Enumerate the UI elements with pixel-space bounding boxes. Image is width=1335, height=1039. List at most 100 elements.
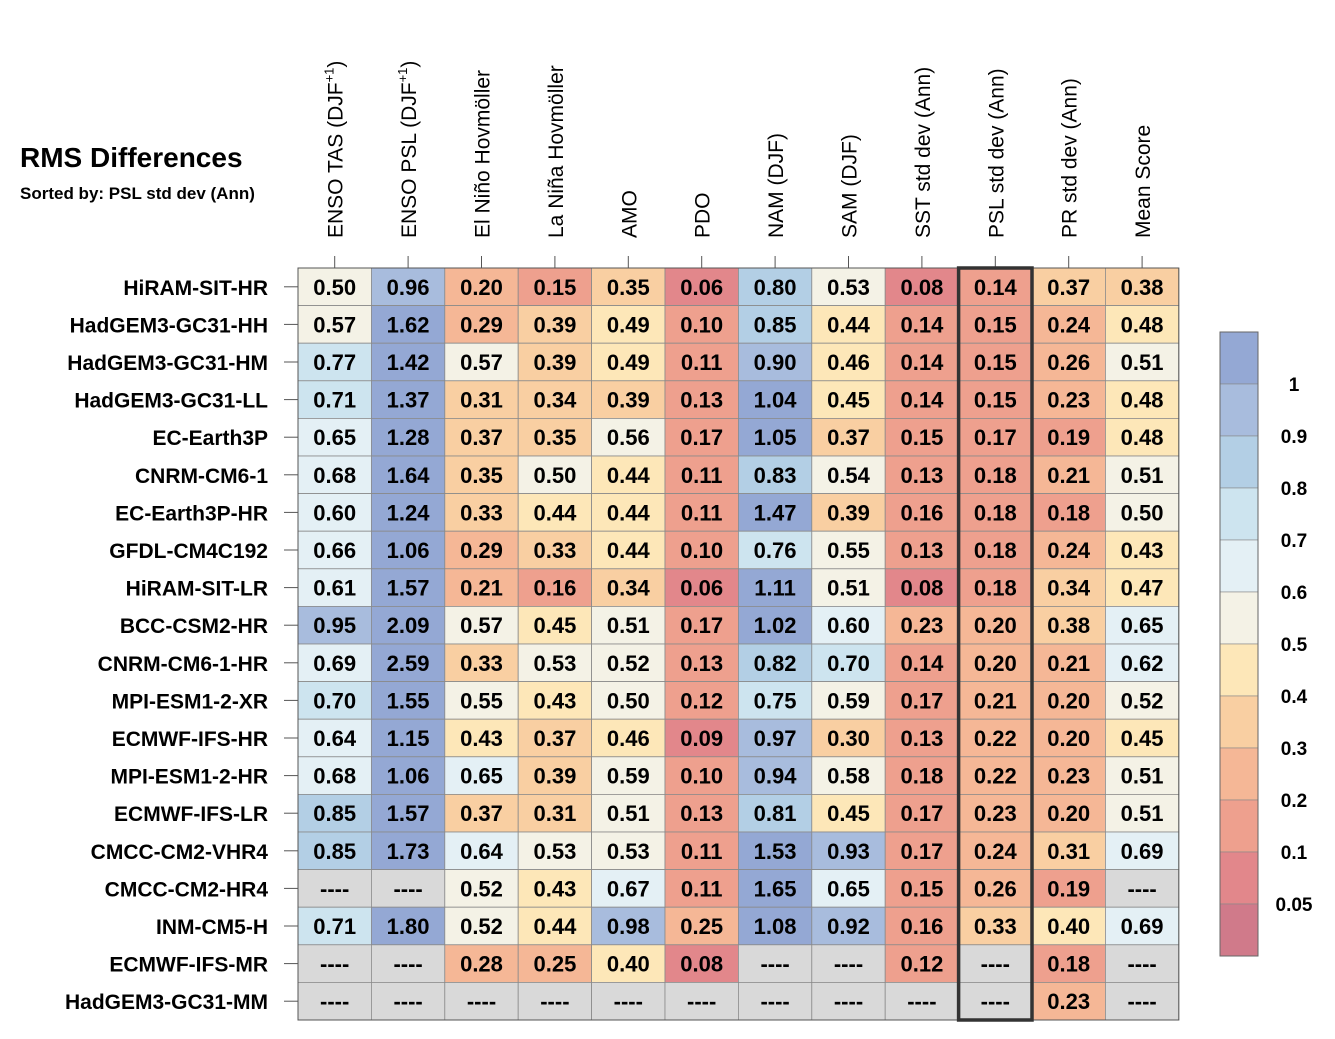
heatmap-cell (664, 606, 739, 645)
heatmap-cell (1031, 944, 1106, 983)
cell-value: ---- (981, 952, 1010, 977)
heatmap-cell (517, 493, 593, 532)
heatmap-cell (738, 944, 813, 983)
colorbar-swatch (1219, 539, 1259, 593)
cell-value: 0.65 (827, 876, 870, 901)
chart-title: RMS Differences (20, 142, 243, 173)
cell-value: 0.15 (900, 425, 943, 450)
cell-value: 0.14 (900, 651, 944, 676)
heatmap-cell (1031, 606, 1106, 645)
heatmap-cell (591, 794, 666, 833)
cell-value: 0.20 (1047, 801, 1090, 826)
heatmap-cell (884, 906, 960, 946)
row-label: HadGEM3-GC31-HM (67, 352, 268, 375)
heatmap-cell (738, 982, 813, 1021)
heatmap-cell (1031, 982, 1106, 1021)
cell-value: 0.57 (460, 613, 503, 638)
heatmap-cell (517, 794, 593, 833)
heatmap-cell (444, 493, 519, 532)
heatmap-cell (1105, 568, 1180, 607)
heatmap-cell (811, 380, 886, 419)
cell-value: 0.49 (607, 350, 650, 375)
cell-value: 1.57 (387, 801, 430, 826)
row-label: MPI-ESM1-2-HR (110, 766, 268, 789)
cell-value: 0.33 (974, 914, 1017, 939)
heatmap-cell (517, 869, 593, 908)
column-label: Mean Score (1132, 125, 1155, 238)
heatmap-cell (1105, 606, 1180, 645)
cell-value: ---- (1127, 876, 1156, 901)
row-label: CMCC-CM2-HR4 (105, 878, 269, 901)
cell-value: 0.11 (681, 876, 723, 901)
highlighted-column-border (956, 266, 1034, 1022)
cell-value: 0.15 (533, 275, 576, 300)
cell-value: 0.81 (754, 801, 797, 826)
cell-value: 0.34 (533, 388, 577, 413)
cell-value: 0.60 (313, 500, 356, 525)
colorbar-tick-label: 0.1 (1281, 843, 1308, 864)
heatmap-cell (1105, 455, 1180, 494)
cell-value: 0.47 (1121, 576, 1164, 601)
column-label: NAM (DJF) (765, 133, 788, 238)
heatmap-cell (370, 756, 446, 795)
heatmap-cell (958, 530, 1033, 570)
heatmap-cell (738, 380, 813, 419)
cell-value: 0.13 (900, 726, 943, 751)
heatmap-cell (1031, 417, 1106, 457)
cell-value: ---- (393, 952, 422, 977)
cell-value: 0.51 (1121, 801, 1164, 826)
heatmap-cell (664, 681, 739, 720)
cell-value: 0.85 (754, 312, 797, 337)
cell-value: 0.33 (460, 651, 503, 676)
colorbar-tick-label: 0.8 (1281, 479, 1307, 500)
cell-value: 0.51 (1121, 463, 1164, 488)
row-label: HiRAM-SIT-LR (126, 578, 268, 601)
heatmap-cell (370, 380, 446, 419)
cell-value: 0.17 (900, 801, 943, 826)
heatmap-cell (517, 530, 593, 570)
heatmap-cell (517, 982, 593, 1021)
heatmap-cell (444, 455, 519, 494)
cell-value: 1.24 (387, 500, 431, 525)
heatmap-cell (1031, 794, 1106, 833)
cell-value: 0.50 (533, 463, 576, 488)
heatmap-cell (517, 681, 593, 720)
cell-value: 0.51 (1121, 764, 1164, 789)
heatmap-cell (1105, 530, 1180, 570)
heatmap-cell (444, 831, 519, 870)
cell-value: 0.18 (974, 500, 1017, 525)
cell-value: 0.70 (313, 688, 356, 713)
column-label: ENSO PSL (DJF+1) (395, 61, 421, 238)
heatmap-cell (664, 417, 739, 457)
heatmap-cell (884, 530, 960, 570)
heatmap-cell (738, 794, 813, 833)
colorbar-swatch (1219, 799, 1259, 853)
cell-value: 0.33 (533, 538, 576, 563)
heatmap-cell (664, 718, 739, 758)
heatmap-cell (884, 380, 960, 419)
cell-value: 0.34 (607, 576, 651, 601)
cell-value: 0.13 (680, 388, 723, 413)
cell-value: 0.39 (533, 312, 576, 337)
heatmap-cell (884, 869, 960, 908)
cell-value: ---- (687, 989, 716, 1014)
heatmap-cell (591, 417, 666, 457)
heatmap-cell (664, 530, 739, 570)
cell-value: 0.54 (827, 463, 871, 488)
heatmap-cell (517, 606, 593, 645)
heatmap-cell (297, 606, 372, 645)
cell-value: 0.15 (900, 876, 943, 901)
heatmap-cell (1105, 794, 1180, 833)
cell-value: 0.31 (1047, 839, 1090, 864)
row-label: HadGEM3-GC31-LL (74, 390, 268, 413)
heatmap-cell (811, 869, 886, 908)
cell-value: 0.14 (900, 312, 944, 337)
cell-value: 0.46 (607, 726, 650, 751)
cell-value: 0.94 (754, 764, 798, 789)
cell-value: ---- (467, 989, 496, 1014)
cell-value: 0.82 (754, 651, 797, 676)
cell-value: 0.18 (1047, 952, 1090, 977)
cell-value: 0.25 (680, 914, 723, 939)
cell-value: 0.62 (1121, 651, 1164, 676)
cell-value: 0.53 (533, 839, 576, 864)
